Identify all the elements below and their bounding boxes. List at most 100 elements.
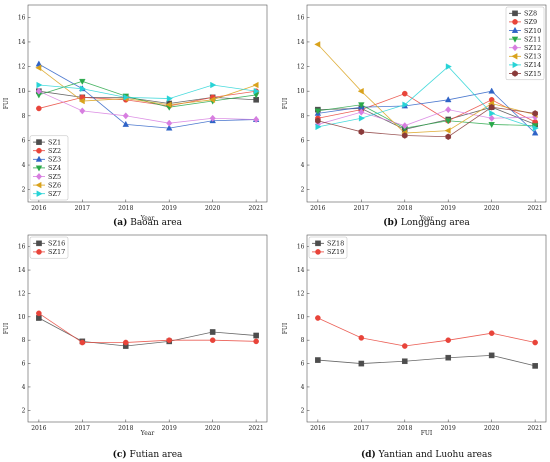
- series-SZ15: [315, 103, 538, 140]
- data-point: [165, 101, 172, 108]
- data-point: [253, 332, 259, 339]
- series-line: [317, 66, 536, 129]
- data-point: [314, 41, 321, 48]
- legend-marker: [35, 181, 42, 189]
- legend-marker: [36, 139, 42, 145]
- series-SZ17: [36, 310, 259, 346]
- data-point: [488, 330, 495, 336]
- data-point: [445, 133, 452, 140]
- data-point: [488, 114, 495, 122]
- legend-box: [505, 6, 545, 81]
- legend-entry: SZ13: [524, 53, 541, 61]
- x-tick-label: 2020: [484, 425, 499, 432]
- legend-marker: [35, 165, 43, 172]
- legend-entry: SZ2: [48, 147, 61, 155]
- x-tick-label: 2019: [162, 205, 177, 212]
- y-tick-label: 6: [301, 137, 305, 144]
- plot-frame: [306, 234, 547, 423]
- x-axis-label: Year: [140, 430, 155, 437]
- y-tick-label: 14: [18, 267, 26, 274]
- y-tick-label: 2: [22, 407, 26, 414]
- panel-caption: (d) Yantian and Luohu areas: [361, 449, 492, 460]
- data-point: [253, 116, 260, 124]
- series-SZ16: [36, 315, 259, 349]
- data-point: [401, 343, 408, 349]
- x-tick-label: 2016: [31, 425, 46, 432]
- legend-marker: [511, 53, 518, 60]
- data-point: [315, 357, 321, 363]
- legend-marker: [36, 190, 43, 197]
- data-point: [488, 122, 495, 129]
- data-point: [358, 335, 365, 341]
- series-line: [317, 109, 536, 127]
- data-point: [488, 352, 495, 359]
- data-point: [445, 106, 452, 114]
- panel-caption: (b) Longgang area: [383, 217, 470, 228]
- legend-marker: [36, 240, 42, 247]
- panel-caption-text: Longgang area: [398, 218, 470, 228]
- series-SZ4: [35, 78, 260, 111]
- y-tick-label: 10: [18, 88, 26, 95]
- x-tick-label: 2016: [31, 205, 46, 212]
- data-point: [489, 110, 496, 117]
- y-tick-label: 12: [18, 290, 26, 297]
- legend-marker: [512, 61, 519, 69]
- data-point: [532, 339, 538, 346]
- legend-entry: SZ7: [48, 190, 61, 198]
- legend-marker: [511, 36, 519, 43]
- data-point: [315, 315, 321, 321]
- x-tick-label: 2021: [527, 205, 542, 212]
- data-point: [445, 337, 452, 343]
- y-tick-label: 14: [18, 39, 26, 46]
- series-line: [317, 93, 536, 123]
- data-point: [209, 337, 216, 343]
- data-point: [358, 360, 365, 367]
- x-tick-label: 2020: [205, 425, 220, 432]
- data-point: [445, 63, 452, 70]
- data-point: [358, 108, 365, 116]
- x-axis-label: Year: [140, 215, 155, 222]
- legend-marker: [315, 249, 321, 255]
- x-tick-label: 2020: [205, 205, 220, 212]
- data-point: [488, 87, 495, 94]
- legend-marker: [512, 10, 518, 17]
- y-tick-label: 8: [22, 113, 26, 120]
- data-point: [165, 124, 173, 131]
- data-point: [123, 94, 130, 101]
- x-tick-label: 2018: [397, 425, 412, 432]
- x-tick-label: 2018: [118, 425, 133, 432]
- series-line: [317, 106, 536, 138]
- series-SZ6: [35, 64, 259, 108]
- data-point: [35, 64, 42, 72]
- series-SZ14: [315, 63, 539, 132]
- series-line: [38, 90, 257, 109]
- legend-marker: [511, 44, 519, 52]
- plot-frame: [27, 234, 268, 423]
- panel-1: 2 4 6 8 10 12 14 16 2016 2017 2018 2019 2020 2021 Year…: [3, 4, 268, 228]
- panel-label: (a): [113, 217, 127, 228]
- y-tick-label: 12: [297, 290, 305, 297]
- data-point: [36, 315, 42, 321]
- y-tick-label: 6: [22, 137, 26, 144]
- y-axis-label: FUI: [3, 322, 10, 334]
- x-tick-label: 2017: [354, 205, 369, 212]
- x-tick-label: 2021: [248, 425, 263, 432]
- data-point: [401, 358, 408, 365]
- data-point: [209, 96, 216, 104]
- data-point: [253, 87, 260, 95]
- data-point: [445, 354, 452, 361]
- legend-entry: SZ16: [48, 240, 65, 248]
- data-point: [79, 85, 86, 92]
- data-point: [358, 128, 365, 136]
- data-point: [78, 97, 85, 105]
- series-line: [38, 63, 257, 129]
- y-tick-label: 16: [297, 14, 305, 21]
- data-point: [358, 115, 365, 122]
- legend-entry: SZ15: [524, 70, 541, 78]
- panel-caption: (c) Futian area: [113, 449, 183, 460]
- data-point: [401, 132, 408, 139]
- y-tick-label: 16: [18, 244, 26, 251]
- panel-caption-text: Yantian and Luohu areas: [376, 450, 493, 460]
- legend-marker: [511, 26, 519, 33]
